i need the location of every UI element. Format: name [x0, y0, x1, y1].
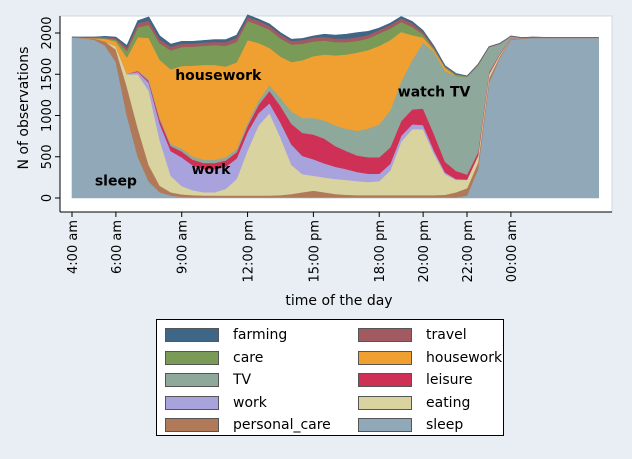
legend-label: farming [233, 327, 288, 343]
legend-swatch [165, 395, 219, 410]
legend-item-eating: eating [358, 393, 470, 413]
x-tick-label: 20:00 pm [417, 220, 432, 283]
annotation-work: work [192, 162, 231, 178]
legend-swatch [165, 373, 219, 387]
legend-label: sleep [426, 417, 464, 433]
legend-swatch [358, 418, 412, 432]
annotation-housework: housework [175, 68, 262, 84]
legend-item-personal-care: personal_care [165, 415, 331, 435]
legend-swatch [165, 418, 219, 432]
legend-item-work: work [165, 393, 267, 413]
legend-swatch [165, 328, 219, 342]
legend-label: leisure [426, 372, 473, 388]
y-axis-title: N of observations [16, 47, 32, 170]
legend-label: eating [426, 394, 471, 411]
legend-item-TV: TV [165, 370, 251, 390]
legend-label: care [233, 349, 264, 366]
x-tick-label: 6:00 am [110, 220, 125, 274]
legend-label: travel [426, 327, 467, 343]
legend-swatch [358, 350, 412, 365]
annotation-watch-tv: watch TV [398, 85, 471, 101]
legend-item-sleep: sleep [358, 415, 463, 435]
y-tick-label: 2000 [40, 16, 55, 49]
y-tick-label: 1500 [40, 58, 55, 91]
x-tick-label: 12:00 pm [242, 220, 257, 283]
legend-label: TV [233, 372, 252, 388]
legend-label: housework [426, 349, 503, 366]
x-tick-label: 15:00 pm [307, 220, 322, 283]
annotations: housework watch TV work sleep [95, 68, 471, 190]
legend-label: personal_care [233, 417, 331, 433]
x-tick-label: 18:00 pm [373, 220, 388, 283]
x-axis-title: time of the day [285, 293, 392, 309]
x-tick-label: 9:00 am [176, 220, 191, 274]
legend: farming travel care housework TV leisure work e… [156, 319, 504, 436]
legend-swatch [165, 350, 219, 365]
axes: 0 500 1000 1500 2000 4:00 am 6:00 am 9:00 am 12:… [40, 16, 612, 283]
legend-swatch [358, 395, 412, 410]
legend-label: work [233, 394, 267, 411]
area-farming [72, 14, 599, 77]
y-tick-label: 0 [40, 194, 55, 202]
legend-item-care: care [165, 348, 263, 368]
x-tick-label: 4:00 am [66, 220, 81, 274]
legend-swatch [358, 373, 412, 387]
legend-item-leisure: leisure [358, 370, 473, 390]
x-tick-label: 00:00 am [505, 220, 520, 282]
legend-swatch [358, 328, 412, 342]
y-tick-label: 500 [40, 144, 55, 169]
area-layers [71, 14, 599, 199]
x-tick-label: 22:00 pm [461, 220, 476, 283]
legend-item-farming: farming [165, 325, 287, 345]
annotation-sleep: sleep [95, 174, 137, 190]
legend-item-housework: housework [358, 348, 502, 368]
y-tick-label: 1000 [40, 99, 55, 132]
legend-item-travel: travel [358, 325, 467, 345]
